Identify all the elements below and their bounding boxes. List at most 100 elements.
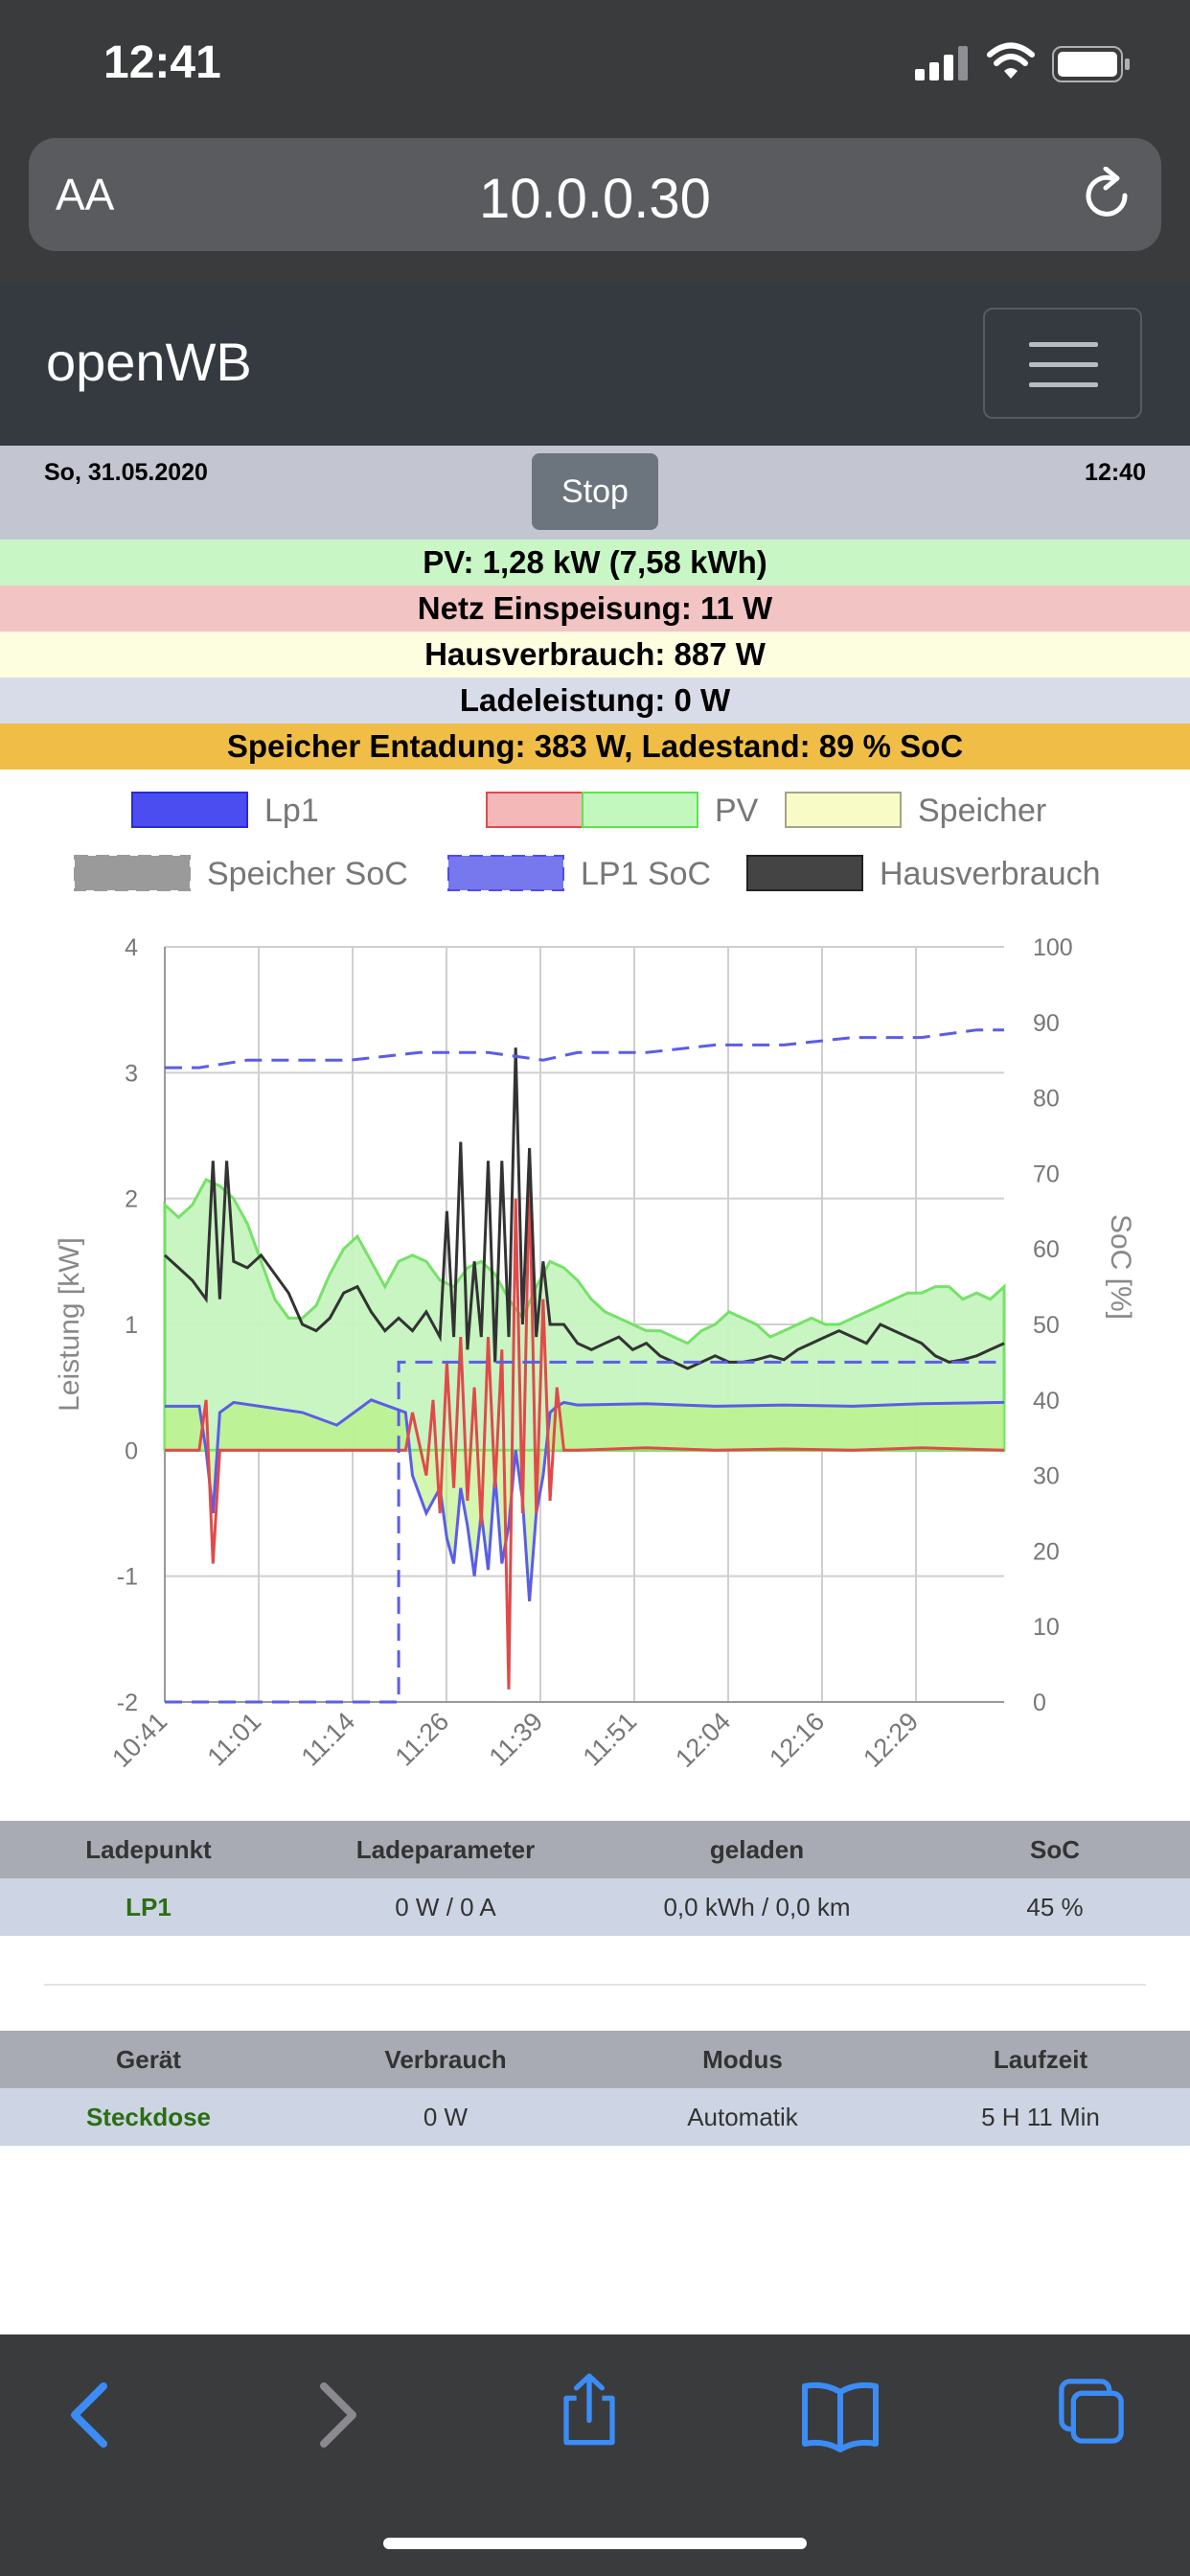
battery-icon	[1052, 46, 1130, 82]
device-mode: Automatik	[687, 2102, 798, 2131]
summary-storage: Speicher Entadung: 383 W, Ladestand: 89 …	[0, 724, 1190, 770]
x-tick-label: 11:01	[202, 1707, 267, 1772]
navbar: openWB	[0, 283, 1190, 446]
summary-pv: PV: 1,28 kW (7,58 kWh)	[0, 540, 1190, 586]
series-evu	[165, 1173, 1005, 1690]
bookmarks-icon[interactable]	[797, 2377, 883, 2453]
chargepoint-name[interactable]: LP1	[126, 1892, 172, 1921]
status-time: 12:41	[103, 37, 221, 88]
header-geladen: geladen	[709, 1834, 805, 1864]
charged-amount: 0,0 kWh / 0,0 km	[663, 1892, 851, 1921]
series-pv	[163, 1178, 1006, 1452]
y2-tick-label: 60	[1033, 1236, 1060, 1263]
y-tick-label: -2	[117, 1690, 138, 1716]
table-header: Gerät Verbrauch Modus Laufzeit	[0, 2031, 1190, 2088]
tabs-icon[interactable]	[1048, 2373, 1134, 2450]
y2-tick-label: 100	[1033, 934, 1073, 961]
y2-tick-label: 40	[1033, 1388, 1060, 1414]
y-tick-label: 4	[125, 934, 138, 961]
reload-icon[interactable]	[1083, 167, 1133, 220]
device-consumption: 0 W	[423, 2102, 469, 2131]
y2-tick-label: 90	[1033, 1010, 1060, 1037]
y-tick-label: 3	[125, 1060, 138, 1087]
address-bar[interactable]: AA 10.0.0.30	[29, 138, 1161, 251]
forward-icon[interactable]	[295, 2377, 381, 2453]
divider	[44, 1984, 1146, 1986]
y2-tick-label: 0	[1033, 1690, 1046, 1716]
x-tick-label: 11:14	[296, 1707, 361, 1772]
y-tick-label: 1	[125, 1312, 138, 1339]
y-tick-label: 0	[125, 1438, 138, 1464]
header-verbrauch: Verbrauch	[384, 2044, 507, 2074]
x-tick-label: 12:29	[858, 1707, 924, 1773]
url-text[interactable]: 10.0.0.30	[479, 168, 711, 230]
device-runtime: 5 H 11 Min	[981, 2102, 1100, 2131]
status-bar: 12:41	[0, 0, 1190, 134]
y2-tick-label: 20	[1033, 1538, 1060, 1565]
legend-label-4: Speicher SoC	[207, 856, 408, 892]
time-label: 12:40	[1085, 459, 1146, 486]
series-soc-0	[165, 1360, 1004, 1704]
table-row: LP1 0 W / 0 A 0,0 kWh / 0,0 km 45 %	[0, 1878, 1190, 1936]
legend-label-5: LP1 SoC	[581, 856, 711, 892]
y2-tick-label: 10	[1033, 1614, 1060, 1641]
charge-params: 0 W / 0 A	[395, 1892, 496, 1921]
series-lp1-fill	[165, 1399, 1004, 1601]
y2-axis-label: SoC [%]	[1105, 1214, 1136, 1320]
series-lp1	[165, 1398, 1005, 1602]
hamburger-icon	[1029, 342, 1098, 347]
summary-house: Hausverbrauch: 887 W	[0, 632, 1190, 678]
legend-swatch-2	[582, 792, 698, 828]
wifi-icon	[987, 42, 1035, 79]
reader-settings-button[interactable]: AA	[56, 170, 115, 219]
x-tick-label: 11:39	[484, 1707, 549, 1772]
y2-tick-label: 80	[1033, 1086, 1060, 1113]
stop-button[interactable]: Stop	[532, 453, 658, 530]
legend-swatch-4	[74, 855, 191, 891]
legend-swatch-0	[131, 792, 248, 828]
table-header: Ladepunkt Ladeparameter geladen SoC	[0, 1821, 1190, 1878]
device-name[interactable]: Steckdose	[85, 2102, 212, 2131]
header-laufzeit: Laufzeit	[993, 2044, 1088, 2074]
share-icon[interactable]	[546, 2371, 632, 2448]
y2-tick-label: 50	[1033, 1312, 1060, 1339]
header-ladepunkt: Ladepunkt	[85, 1834, 212, 1864]
table-row: Steckdose 0 W Automatik 5 H 11 Min	[0, 2088, 1190, 2146]
header-geraet: Gerät	[116, 2044, 181, 2074]
legend-label-6: Hausverbrauch	[880, 856, 1101, 892]
summary-charging: Ladeleistung: 0 W	[0, 678, 1190, 724]
legend-swatch-5	[447, 855, 564, 891]
y-tick-label: 2	[125, 1186, 138, 1213]
home-indicator	[383, 2538, 807, 2549]
y2-tick-label: 70	[1033, 1161, 1060, 1187]
header-modus: Modus	[702, 2044, 783, 2074]
legend-swatch-3	[785, 792, 902, 828]
chargepoint-table: Ladepunkt Ladeparameter geladen SoC LP1 …	[0, 1821, 1190, 1936]
legend-label-3: Speicher	[918, 793, 1046, 829]
back-icon[interactable]	[46, 2377, 132, 2453]
series-hausverbrauch	[163, 1047, 1005, 1370]
legend-label-2: PV	[715, 793, 759, 829]
device-table: Gerät Verbrauch Modus Laufzeit Steckdose…	[0, 2031, 1190, 2146]
y-axis-label: Leistung [kW]	[54, 1237, 85, 1412]
x-tick-label: 12:16	[764, 1707, 830, 1773]
date-label: So, 31.05.2020	[44, 459, 208, 486]
x-tick-label: 12:04	[670, 1707, 736, 1773]
soc-value: 45 %	[1026, 1892, 1084, 1921]
x-tick-label: 11:51	[578, 1707, 643, 1772]
date-bar: So, 31.05.2020 Stop 12:40	[0, 446, 1190, 540]
series-soc-1	[165, 1028, 1004, 1070]
browser-toolbar	[0, 2334, 1190, 2576]
x-tick-label: 11:26	[390, 1707, 455, 1772]
brand-logo[interactable]: openWB	[46, 332, 252, 392]
header-soc: SoC	[1030, 1834, 1080, 1864]
summary-grid: Netz Einspeisung: 11 W	[0, 586, 1190, 632]
y2-tick-label: 30	[1033, 1463, 1060, 1490]
x-tick-label: 10:41	[106, 1707, 172, 1773]
menu-toggle-button[interactable]	[983, 308, 1142, 419]
signal-icon	[915, 46, 968, 80]
legend-swatch-6	[746, 855, 863, 891]
y-tick-label: -1	[117, 1564, 138, 1591]
legend-label-0: Lp1	[264, 793, 319, 829]
